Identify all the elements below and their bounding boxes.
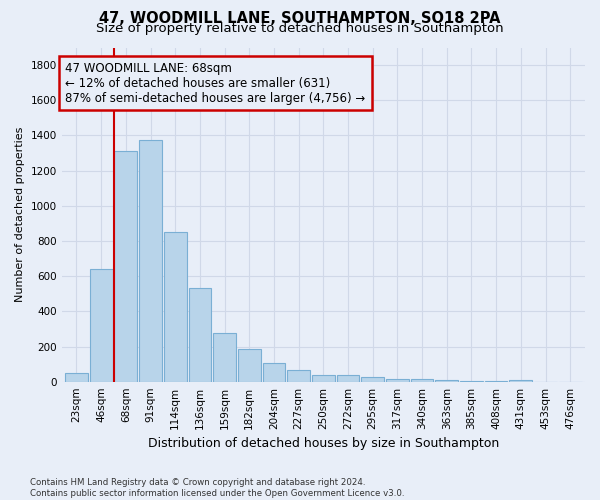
- Text: Size of property relative to detached houses in Southampton: Size of property relative to detached ho…: [96, 22, 504, 35]
- Bar: [115, 152, 137, 382]
- Text: 47, WOODMILL LANE, SOUTHAMPTON, SO18 2PA: 47, WOODMILL LANE, SOUTHAMPTON, SO18 2PA: [99, 11, 501, 26]
- Bar: [164, 232, 187, 382]
- Bar: [411, 378, 433, 382]
- Bar: [139, 140, 162, 382]
- Bar: [386, 378, 409, 382]
- Bar: [436, 380, 458, 382]
- Bar: [90, 269, 113, 382]
- Bar: [287, 370, 310, 382]
- Text: 47 WOODMILL LANE: 68sqm
← 12% of detached houses are smaller (631)
87% of semi-d: 47 WOODMILL LANE: 68sqm ← 12% of detache…: [65, 62, 365, 104]
- Bar: [337, 375, 359, 382]
- Bar: [361, 377, 384, 382]
- Text: Contains HM Land Registry data © Crown copyright and database right 2024.
Contai: Contains HM Land Registry data © Crown c…: [30, 478, 404, 498]
- Bar: [65, 373, 88, 382]
- Bar: [213, 334, 236, 382]
- Bar: [263, 363, 286, 382]
- Bar: [460, 381, 483, 382]
- Bar: [312, 375, 335, 382]
- Y-axis label: Number of detached properties: Number of detached properties: [15, 127, 25, 302]
- Bar: [485, 381, 508, 382]
- X-axis label: Distribution of detached houses by size in Southampton: Distribution of detached houses by size …: [148, 437, 499, 450]
- Bar: [509, 380, 532, 382]
- Bar: [238, 349, 260, 382]
- Bar: [188, 288, 211, 382]
